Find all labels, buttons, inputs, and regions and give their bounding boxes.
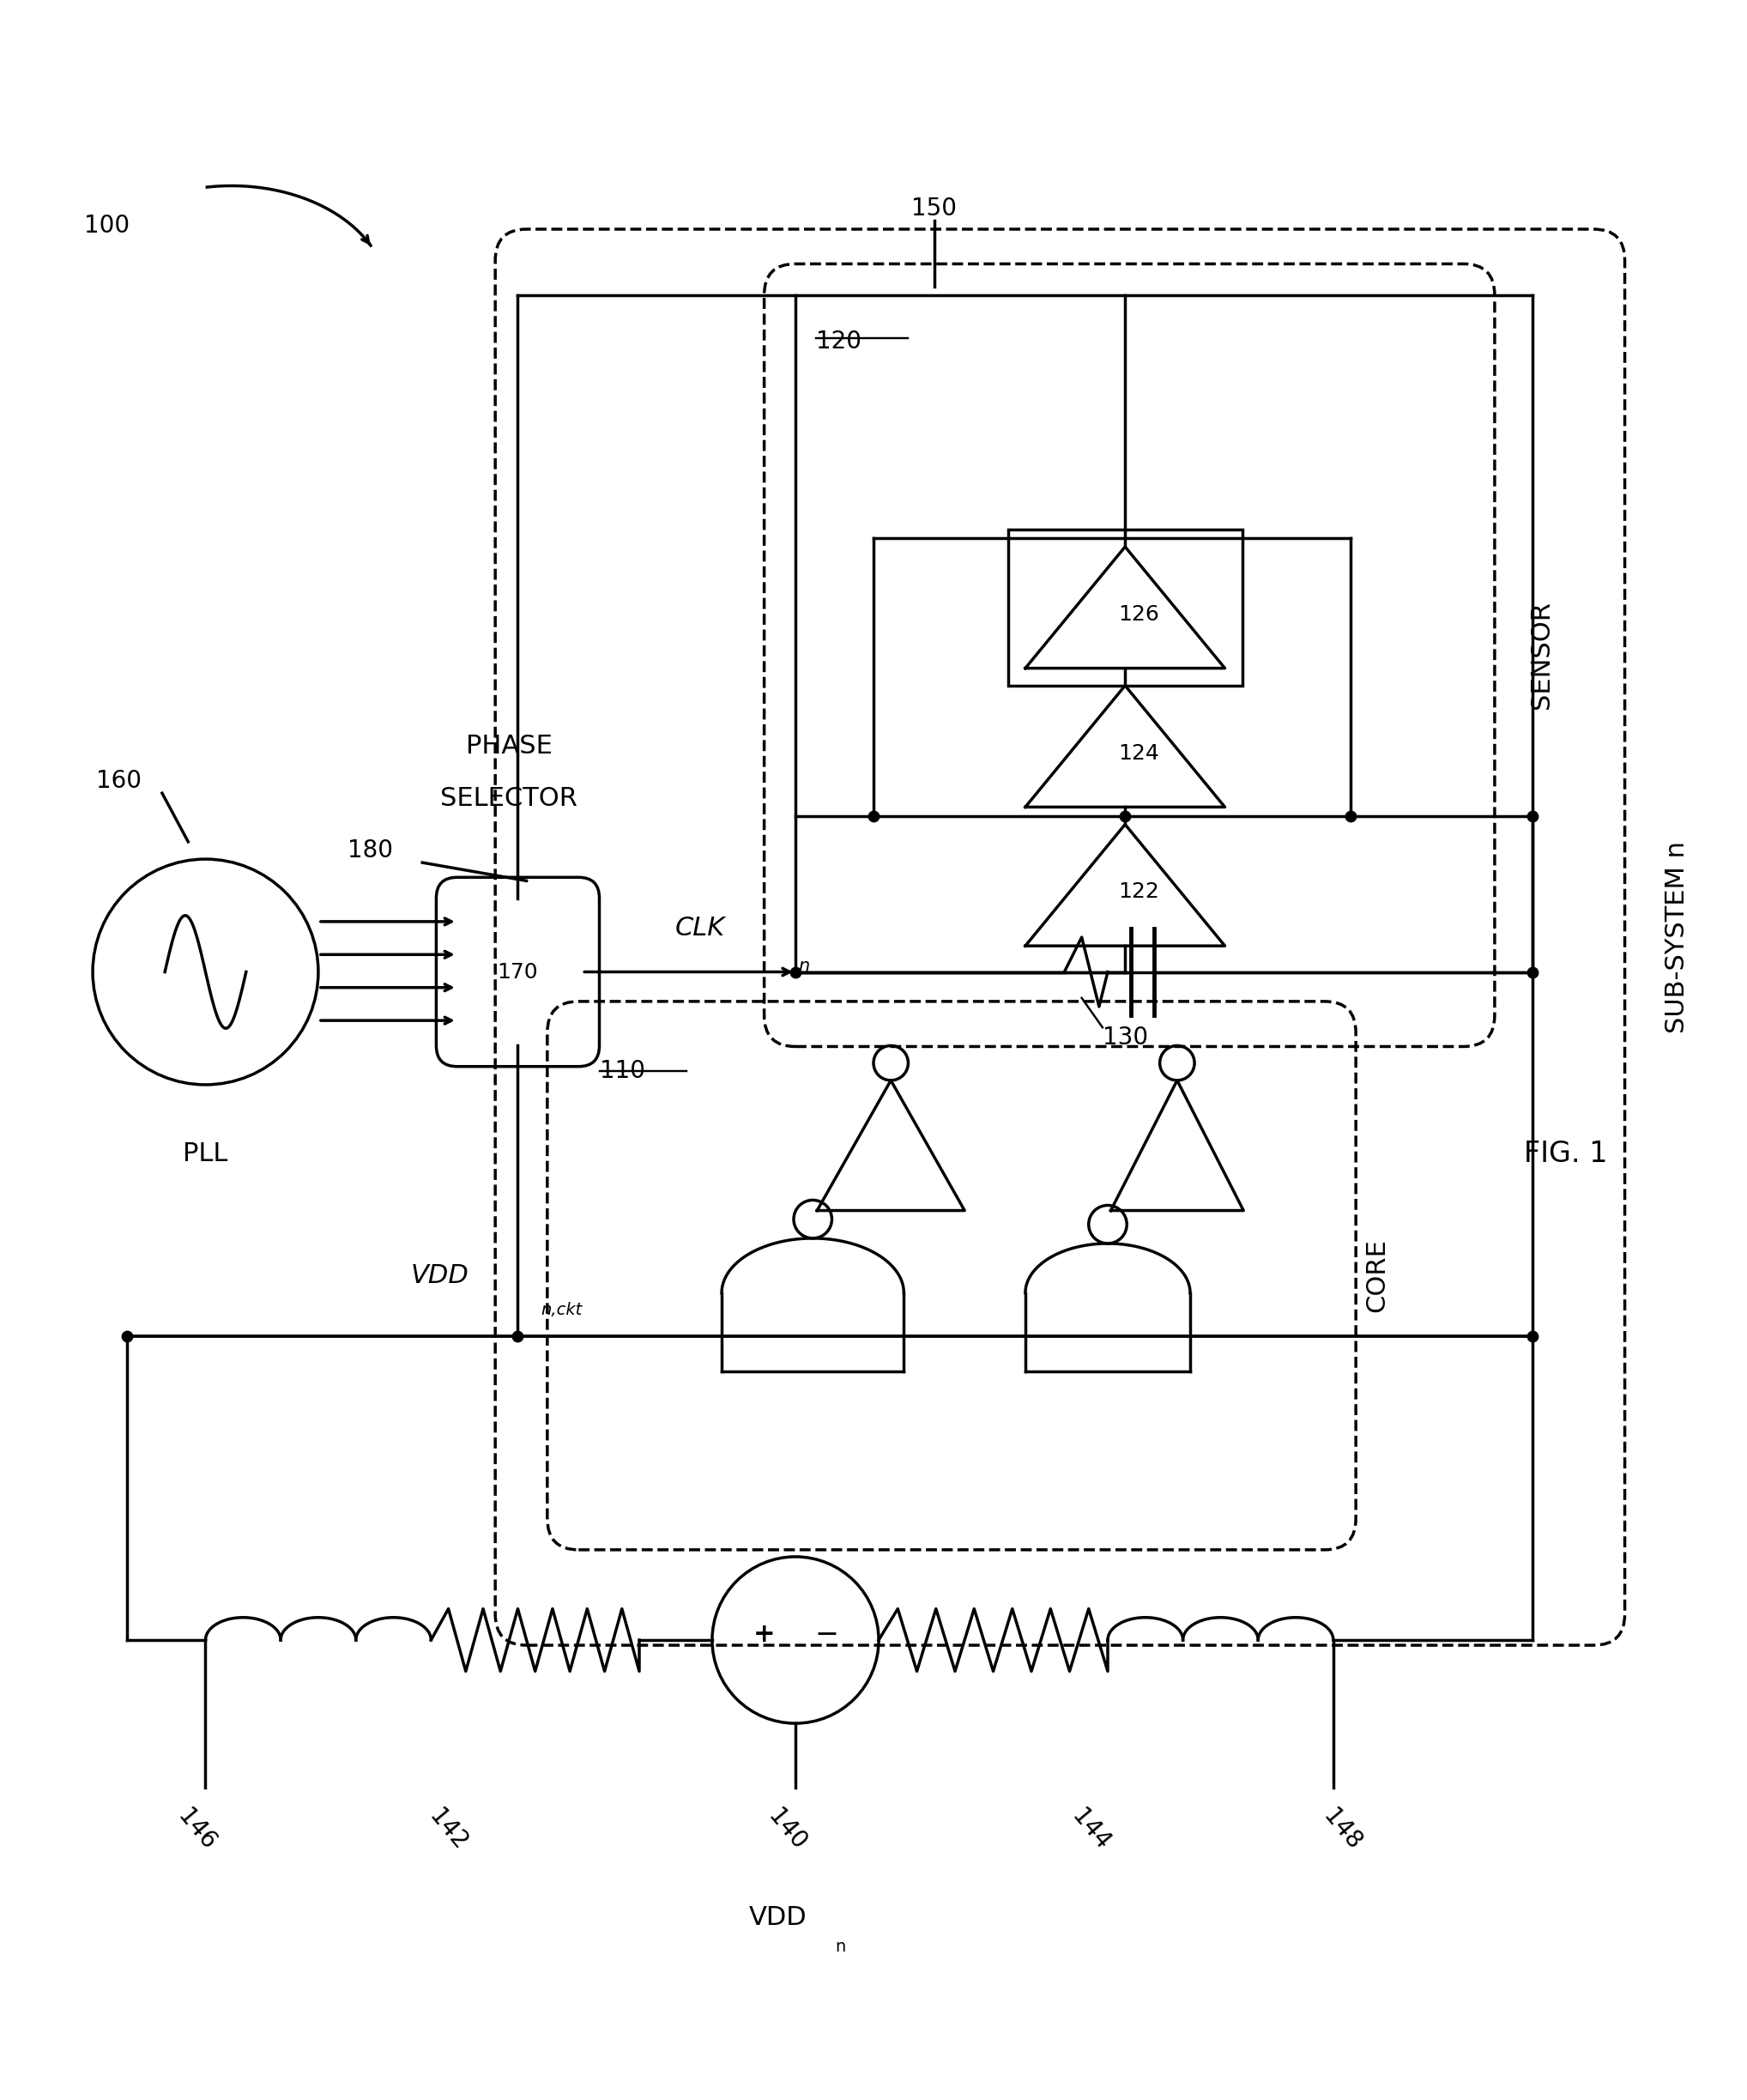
Text: 124: 124 — [1118, 743, 1160, 764]
Text: 160: 160 — [96, 769, 142, 794]
Text: 120: 120 — [816, 330, 861, 355]
Text: +: + — [753, 1623, 774, 1646]
Text: VDD: VDD — [411, 1264, 468, 1287]
Text: SUB-SYSTEM n: SUB-SYSTEM n — [1665, 842, 1689, 1033]
Text: n: n — [798, 958, 811, 974]
Text: PLL: PLL — [183, 1142, 227, 1168]
Text: 180: 180 — [348, 838, 393, 863]
Text: VDD: VDD — [749, 1905, 807, 1930]
Text: 126: 126 — [1118, 605, 1160, 624]
Text: n,ckt: n,ckt — [540, 1302, 582, 1319]
Text: n: n — [835, 1938, 846, 1955]
Text: 140: 140 — [763, 1804, 811, 1854]
Text: 110: 110 — [599, 1058, 645, 1084]
Bar — [1008, 529, 1242, 685]
Text: FIG. 1: FIG. 1 — [1523, 1140, 1607, 1168]
Text: 170: 170 — [498, 962, 538, 983]
Text: SELECTOR: SELECTOR — [440, 785, 578, 811]
Text: CORE: CORE — [1364, 1239, 1389, 1312]
Text: 130: 130 — [1102, 1025, 1148, 1050]
Text: 100: 100 — [84, 214, 129, 237]
Text: CLK: CLK — [674, 916, 725, 941]
Text: PHASE: PHASE — [466, 733, 552, 758]
Text: SENSOR: SENSOR — [1529, 601, 1553, 710]
Text: 144: 144 — [1067, 1804, 1115, 1854]
Text: 148: 148 — [1319, 1804, 1366, 1854]
Text: 150: 150 — [912, 195, 957, 220]
Text: −: − — [816, 1621, 839, 1648]
Text: 142: 142 — [425, 1804, 472, 1854]
Text: 146: 146 — [173, 1804, 220, 1854]
Text: 122: 122 — [1118, 882, 1160, 903]
